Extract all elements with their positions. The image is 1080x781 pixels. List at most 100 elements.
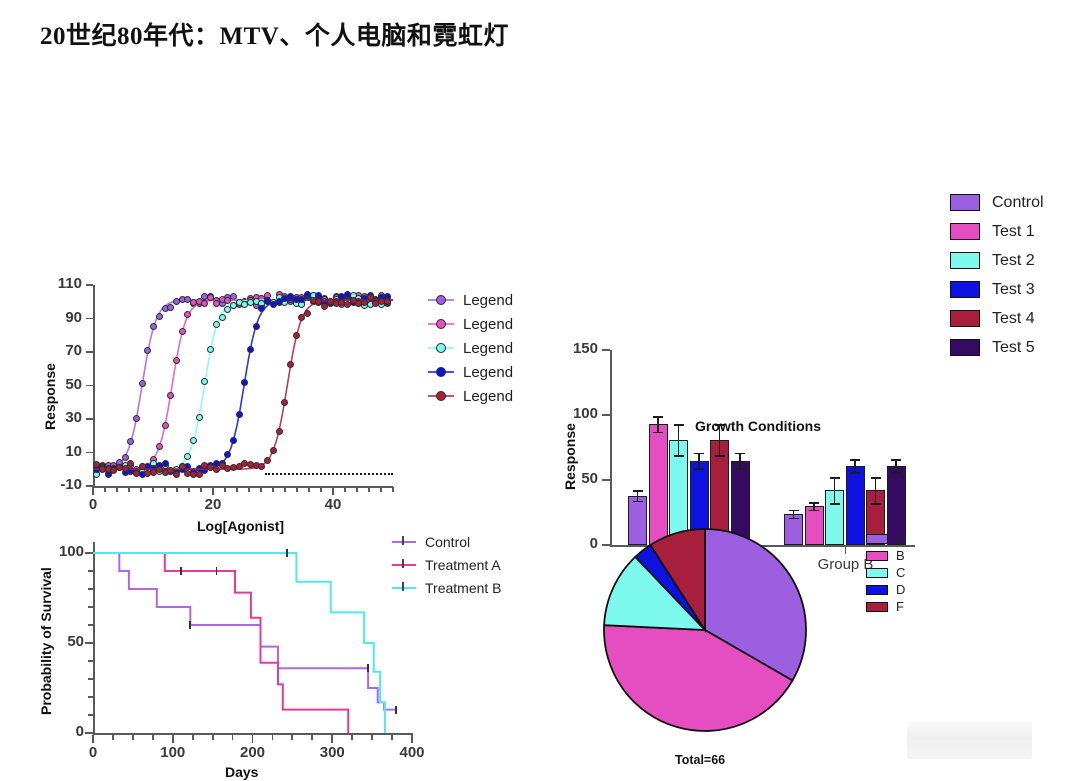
legend-item[interactable]: Test 4 xyxy=(950,304,1044,333)
error-cap xyxy=(850,472,860,474)
data-point xyxy=(121,465,129,472)
error-cap xyxy=(735,452,745,455)
dose-x-axis xyxy=(93,486,393,488)
data-point xyxy=(298,313,306,321)
x-tick xyxy=(368,487,370,492)
data-point xyxy=(127,460,135,468)
y-tick-label: 50 xyxy=(67,633,84,650)
y-tick xyxy=(88,606,93,608)
watermark-block xyxy=(907,721,1032,759)
data-point xyxy=(212,465,220,473)
error-cap xyxy=(653,431,663,434)
legend-item[interactable]: Treatment B xyxy=(392,576,502,599)
group-tick xyxy=(844,547,847,554)
data-point xyxy=(161,460,169,468)
legend-swatch xyxy=(428,293,454,307)
censor-mark xyxy=(395,705,397,714)
legend-item[interactable]: Control xyxy=(950,188,1044,217)
error-cap xyxy=(850,459,860,461)
legend-swatch xyxy=(950,194,980,211)
data-point xyxy=(195,414,203,422)
error-cap xyxy=(891,459,901,461)
x-tick xyxy=(380,487,382,492)
data-point xyxy=(201,378,209,386)
data-point xyxy=(252,323,260,331)
legend-item[interactable]: Treatment A xyxy=(392,553,502,576)
legend-item[interactable]: Control xyxy=(392,530,502,553)
data-point xyxy=(269,447,277,455)
data-point xyxy=(178,327,186,335)
error-cap xyxy=(694,468,704,470)
data-point xyxy=(155,313,163,321)
pie-slice[interactable] xyxy=(649,528,706,634)
x-tick xyxy=(356,487,358,492)
error-cap xyxy=(714,424,725,426)
legend-swatch xyxy=(950,223,980,240)
legend-swatch xyxy=(866,567,888,578)
legend-item[interactable]: Test 1 xyxy=(950,217,1044,246)
pie-slice[interactable] xyxy=(603,555,708,632)
legend-item[interactable]: B xyxy=(866,547,905,564)
x-tick xyxy=(131,735,134,740)
x-tick-label: 100 xyxy=(160,744,186,761)
page-title: 20世纪80年代：MTV、个人电脑和霓虹灯 xyxy=(40,23,509,50)
legend-swatch xyxy=(392,535,416,549)
data-point xyxy=(184,452,192,460)
legend-item[interactable]: D xyxy=(866,581,905,598)
pie-slice[interactable] xyxy=(704,528,807,682)
data-point xyxy=(201,300,209,308)
data-point xyxy=(144,347,152,354)
legend-swatch xyxy=(950,310,980,327)
x-tick xyxy=(371,735,374,740)
legend-item[interactable]: Legend xyxy=(428,312,513,336)
data-point xyxy=(207,345,215,353)
x-tick xyxy=(211,735,214,740)
legend-item[interactable]: F xyxy=(866,598,905,615)
legend-swatch xyxy=(950,252,980,269)
x-tick xyxy=(308,487,310,492)
data-point xyxy=(133,414,140,422)
data-point xyxy=(315,298,323,305)
data-point xyxy=(349,296,357,304)
km-y-axis xyxy=(93,542,95,734)
legend-item[interactable]: Legend xyxy=(428,336,513,360)
data-point xyxy=(178,463,186,471)
data-point xyxy=(292,332,300,340)
data-point xyxy=(218,314,226,322)
error-bar xyxy=(895,459,897,473)
data-point xyxy=(218,461,226,469)
x-tick xyxy=(200,487,202,492)
error-cap xyxy=(653,416,663,418)
error-cap xyxy=(829,477,840,479)
legend-item[interactable]: Test 5 xyxy=(950,333,1044,362)
error-cap xyxy=(673,424,684,426)
y-tick-label: 70 xyxy=(65,342,82,359)
error-bar xyxy=(813,502,815,510)
error-cap xyxy=(870,503,881,505)
legend-item[interactable]: Legend xyxy=(428,384,513,408)
legend-item[interactable]: Legend xyxy=(428,288,513,312)
y-tick-label: 0 xyxy=(75,723,84,740)
x-tick-label: 200 xyxy=(239,744,266,761)
legend-item[interactable]: Legend xyxy=(428,360,513,384)
data-point xyxy=(286,361,294,369)
pie-svg xyxy=(603,528,807,732)
legend-item[interactable]: C xyxy=(866,564,905,581)
pie-slice[interactable] xyxy=(603,624,794,732)
km-y-axis-title: Probability of Survival xyxy=(38,567,54,715)
error-bar xyxy=(833,477,836,504)
data-point xyxy=(212,299,220,307)
y-tick-label: 10 xyxy=(65,442,82,460)
y-tick xyxy=(88,660,93,662)
x-tick-label: 0 xyxy=(88,744,98,761)
legend-item[interactable]: Test 3 xyxy=(950,275,1044,304)
censor-mark xyxy=(179,567,182,575)
legend-item[interactable]: Test 2 xyxy=(950,246,1044,275)
dose-y-axis xyxy=(93,285,95,488)
data-point xyxy=(172,470,180,478)
y-tick xyxy=(602,544,610,546)
data-point xyxy=(298,296,306,304)
legend-item[interactable]: A xyxy=(866,530,905,547)
legend-item-label: B xyxy=(896,548,905,563)
